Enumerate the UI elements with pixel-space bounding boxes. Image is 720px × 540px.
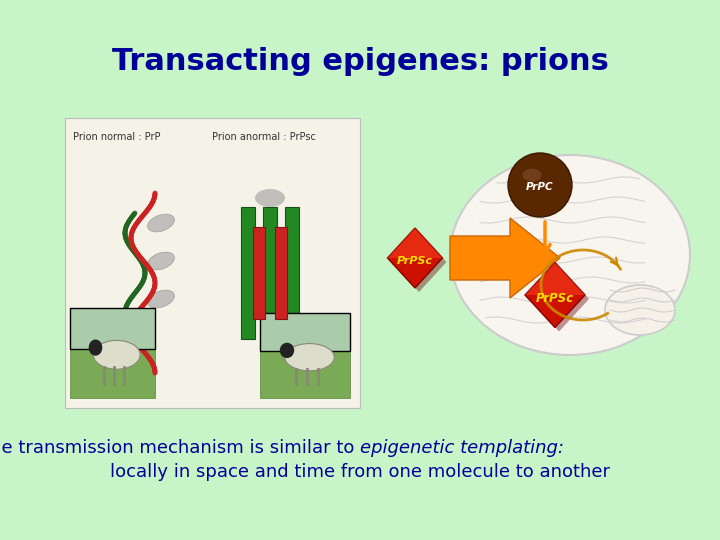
FancyBboxPatch shape (260, 313, 350, 351)
Polygon shape (529, 267, 589, 332)
Polygon shape (387, 228, 443, 258)
Polygon shape (525, 262, 585, 295)
Text: PrPSc: PrPSc (536, 292, 574, 305)
Polygon shape (525, 262, 585, 327)
Ellipse shape (284, 343, 334, 371)
Ellipse shape (450, 155, 690, 355)
Ellipse shape (280, 343, 294, 358)
FancyBboxPatch shape (241, 207, 255, 339)
FancyBboxPatch shape (260, 313, 350, 398)
Text: locally in space and time from one molecule to another: locally in space and time from one molec… (110, 463, 610, 481)
FancyBboxPatch shape (263, 207, 277, 339)
FancyBboxPatch shape (70, 308, 155, 348)
Text: Prion normal : PrP: Prion normal : PrP (73, 132, 161, 142)
Circle shape (508, 153, 572, 217)
Ellipse shape (523, 168, 541, 181)
Ellipse shape (148, 252, 174, 270)
FancyBboxPatch shape (65, 118, 360, 408)
FancyBboxPatch shape (285, 207, 299, 339)
Text: Prion anormal : PrPsc: Prion anormal : PrPsc (212, 132, 316, 142)
Ellipse shape (148, 290, 174, 308)
Polygon shape (450, 218, 560, 298)
Ellipse shape (255, 189, 285, 207)
FancyBboxPatch shape (275, 227, 287, 319)
Text: PrPC: PrPC (526, 182, 554, 192)
Text: epigenetic templating:: epigenetic templating: (360, 439, 564, 457)
FancyBboxPatch shape (70, 308, 155, 398)
Ellipse shape (605, 285, 675, 335)
Text: PrPSc: PrPSc (397, 256, 433, 266)
Ellipse shape (94, 340, 140, 369)
Text: The transmission mechanism is similar to: The transmission mechanism is similar to (0, 439, 360, 457)
Text: Transacting epigenes: prions: Transacting epigenes: prions (112, 48, 608, 77)
Ellipse shape (89, 340, 102, 356)
Polygon shape (392, 232, 446, 292)
Ellipse shape (148, 214, 174, 232)
FancyBboxPatch shape (253, 227, 265, 319)
Polygon shape (387, 228, 443, 288)
